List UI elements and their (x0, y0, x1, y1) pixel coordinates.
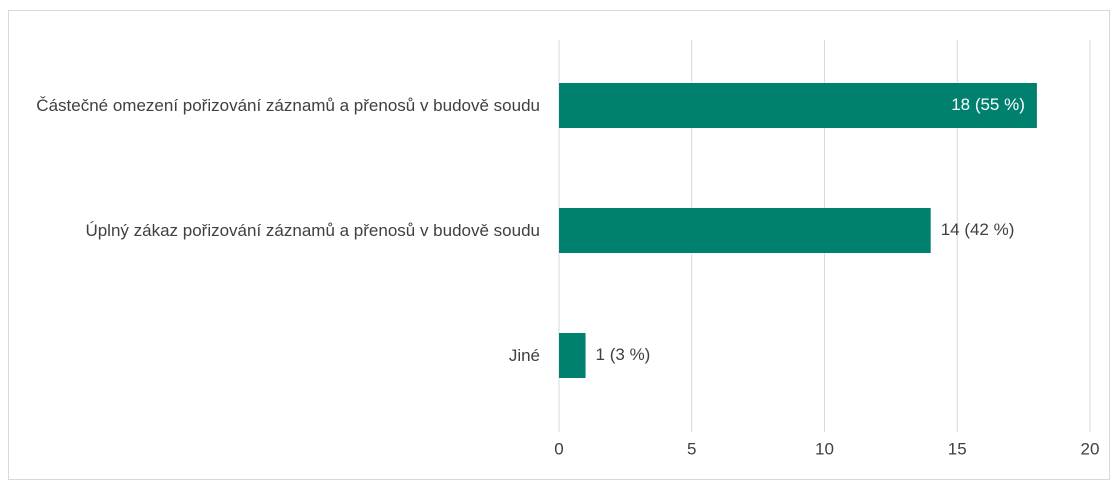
y-tick-label: Úplný zákaz pořizování záznamů a přenosů… (85, 220, 540, 240)
data-label: 1 (3 %) (596, 345, 651, 364)
category-label-box: Jiné (0, 343, 540, 369)
category-label-box: Úplný zákaz pořizování záznamů a přenosů… (0, 218, 540, 244)
bar (559, 83, 1037, 128)
x-tick-label: 0 (554, 439, 563, 458)
category-label-box: Částečné omezení pořizování záznamů a př… (0, 93, 540, 119)
x-tick-label: 15 (948, 439, 967, 458)
bar (559, 333, 586, 378)
x-tick-label: 20 (1081, 439, 1100, 458)
bar (559, 208, 931, 253)
y-tick-label: Částečné omezení pořizování záznamů a př… (36, 95, 540, 115)
x-tick-label: 10 (815, 439, 834, 458)
y-tick-label: Jiné (508, 345, 540, 365)
x-tick-label: 5 (687, 439, 696, 458)
data-label: 14 (42 %) (941, 220, 1015, 239)
data-label: 18 (55 %) (951, 95, 1025, 114)
